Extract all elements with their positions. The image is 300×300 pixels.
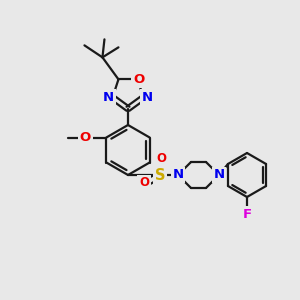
Text: N: N xyxy=(172,169,184,182)
Text: O: O xyxy=(133,73,144,86)
Text: O: O xyxy=(156,152,166,164)
Text: O: O xyxy=(139,176,149,190)
Text: O: O xyxy=(80,131,91,144)
Text: N: N xyxy=(142,91,153,104)
Text: N: N xyxy=(213,169,225,182)
Text: S: S xyxy=(155,167,165,182)
Text: F: F xyxy=(242,208,252,220)
Text: N: N xyxy=(103,91,114,104)
